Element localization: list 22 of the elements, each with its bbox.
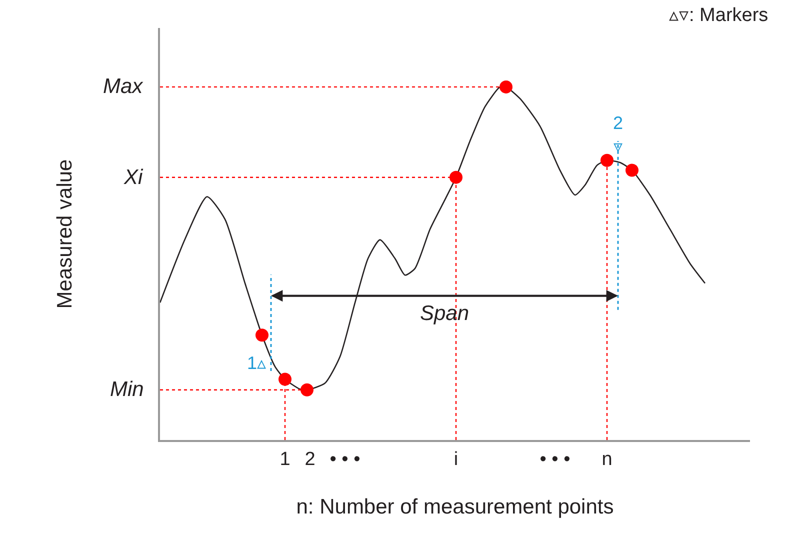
ref-line-label: Xi	[123, 166, 144, 189]
annotation: Span	[420, 302, 470, 325]
x-tick-label: • • •	[330, 448, 360, 470]
x-tick-label: n	[602, 448, 612, 470]
y-axis-title: Measured value	[54, 159, 77, 309]
point	[278, 372, 292, 386]
point	[626, 164, 638, 177]
ref-line-label: Min	[110, 378, 144, 401]
point	[600, 154, 614, 167]
ref-line-label: 1▵	[247, 353, 266, 373]
point	[256, 328, 268, 342]
x-axis-title: n: Number of measurement points	[296, 496, 614, 518]
point	[450, 170, 462, 184]
ref-line-label: 2 ▿	[613, 113, 624, 156]
x-tick-label: • • •	[540, 448, 570, 470]
point	[300, 383, 314, 396]
point	[500, 80, 512, 94]
x-tick-label: 1	[280, 448, 290, 470]
text: ▵▿: Markers	[669, 5, 768, 26]
x-tick-label: i	[454, 448, 458, 470]
ref-line-label: Max	[103, 75, 144, 98]
x-tick-label: 2	[304, 448, 316, 470]
